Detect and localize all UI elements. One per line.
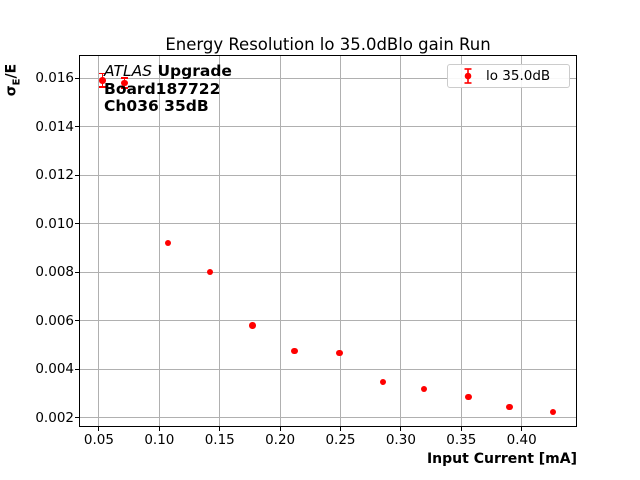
x-tick-label: 0.40 <box>506 432 537 448</box>
board-label: Board187722 <box>104 79 221 98</box>
channel-label: Ch036 35dB <box>104 97 209 115</box>
y-tick-label: 0.012 <box>35 167 74 184</box>
plot-area <box>79 55 577 427</box>
x-tick-label: 0.35 <box>446 432 477 448</box>
legend-box: lo 35.0dB <box>447 64 570 88</box>
y-tick-label: 0.002 <box>35 409 74 426</box>
chart-title: Energy Resolution lo 35.0dBlo gain Run <box>165 35 491 54</box>
x-tick-label: 0.25 <box>325 432 356 448</box>
x-tick-label: 0.15 <box>204 432 235 448</box>
y-axis-label-sigma: σ <box>3 85 20 97</box>
x-tick-mark <box>460 427 462 431</box>
x-tick-mark <box>400 427 402 431</box>
annotation-line-1: ATLAS Upgrade <box>104 62 232 81</box>
upgrade-text: Upgrade <box>157 62 232 80</box>
y-tick-label: 0.006 <box>35 312 74 329</box>
y-axis-label-subscript: E <box>11 78 23 86</box>
x-tick-label: 0.20 <box>265 432 296 448</box>
legend-label: lo 35.0dB <box>486 68 551 84</box>
x-tick-label: 0.10 <box>144 432 175 448</box>
y-tick-label: 0.008 <box>35 264 74 281</box>
x-tick-label: 0.30 <box>385 432 416 448</box>
x-tick-mark <box>339 427 341 431</box>
errorbar-marker-icon <box>464 68 472 84</box>
x-tick-mark <box>521 427 523 431</box>
x-axis-label: Input Current [mA] <box>426 451 577 467</box>
y-tick-label: 0.010 <box>35 215 74 232</box>
atlas-label: ATLAS <box>104 62 153 80</box>
y-tick-label: 0.016 <box>35 70 74 87</box>
y-tick-label: 0.014 <box>35 118 74 135</box>
y-axis-label: σE/E <box>4 64 23 96</box>
y-axis-label-rest: /E <box>3 63 20 79</box>
y-tick-label: 0.004 <box>35 361 74 378</box>
atlas-annotation: ATLAS Upgrade Board187722 Ch036 35dB <box>104 62 232 116</box>
x-tick-mark <box>158 427 160 431</box>
x-tick-mark <box>98 427 100 431</box>
x-tick-mark <box>279 427 281 431</box>
x-tick-label: 0.05 <box>83 432 114 448</box>
x-tick-mark <box>219 427 221 431</box>
